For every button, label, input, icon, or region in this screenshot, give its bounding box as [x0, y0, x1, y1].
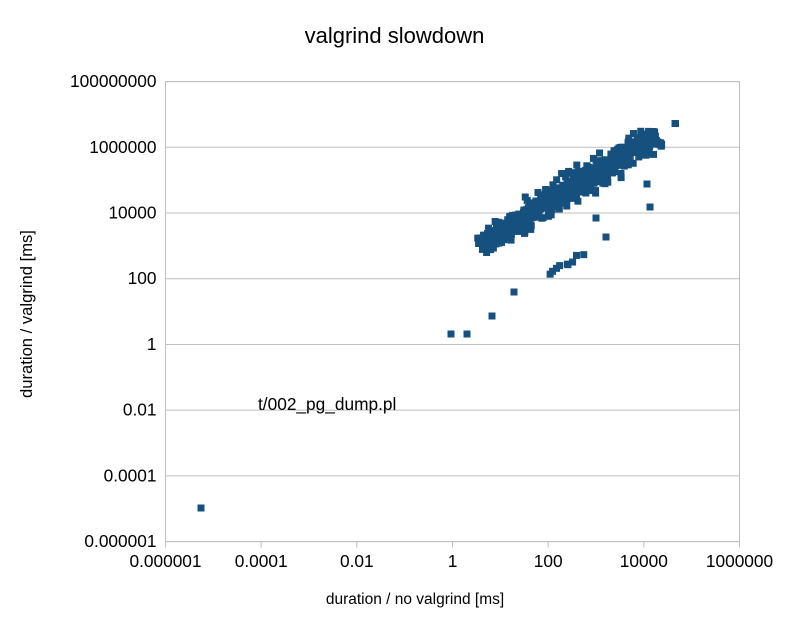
- svg-text:0.01: 0.01: [123, 400, 157, 420]
- svg-text:1000000: 1000000: [706, 551, 773, 571]
- svg-text:100: 100: [534, 551, 563, 571]
- svg-text:1: 1: [448, 551, 458, 571]
- svg-text:1: 1: [147, 334, 157, 354]
- svg-text:100000000: 100000000: [70, 71, 157, 91]
- svg-text:100: 100: [128, 268, 157, 288]
- svg-text:0.000001: 0.000001: [129, 551, 201, 571]
- svg-text:10000: 10000: [620, 551, 668, 571]
- svg-text:t/002_pg_dump.pl: t/002_pg_dump.pl: [258, 394, 396, 414]
- svg-text:1000000: 1000000: [89, 137, 156, 157]
- svg-text:0.0001: 0.0001: [235, 551, 288, 571]
- svg-text:10000: 10000: [108, 203, 156, 223]
- svg-text:0.0001: 0.0001: [104, 465, 157, 485]
- svg-text:0.000001: 0.000001: [84, 531, 156, 551]
- svg-text:0.01: 0.01: [340, 551, 374, 571]
